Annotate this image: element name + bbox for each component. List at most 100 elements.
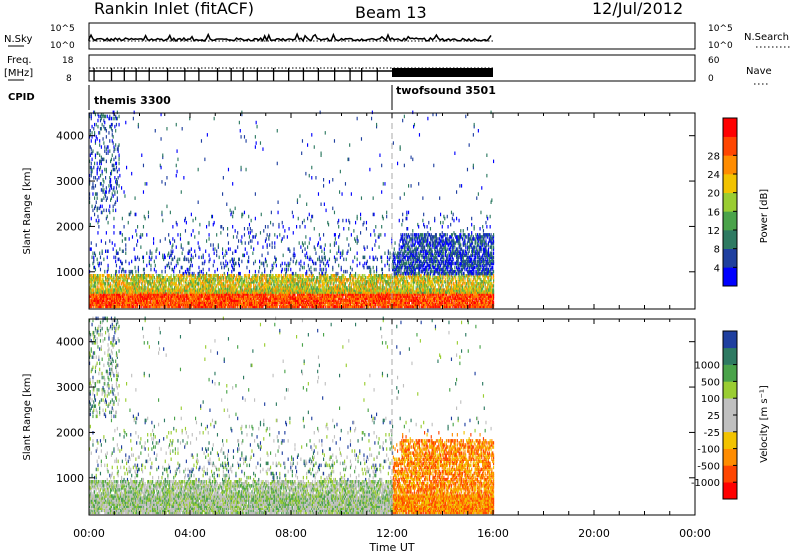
rti-cell — [200, 274, 202, 278]
rti-cell — [349, 278, 352, 282]
rti-cell — [175, 282, 177, 286]
rti-cell — [158, 302, 161, 307]
rti-cell — [112, 194, 114, 198]
rti-cell — [130, 294, 132, 298]
rti-cell — [210, 290, 212, 294]
rti-cell — [270, 290, 272, 294]
rti-cell — [202, 253, 204, 258]
rti-cell — [137, 288, 139, 292]
rti-cell — [118, 167, 120, 172]
rti-cell — [202, 278, 204, 282]
rti-cell — [245, 298, 247, 302]
rti-cell — [115, 304, 117, 309]
rti-cell — [290, 280, 292, 284]
rti-cell — [275, 296, 277, 300]
rti-cell — [97, 304, 99, 309]
rti-cell — [202, 296, 204, 300]
rti-cell — [93, 165, 95, 170]
rti-cell — [198, 292, 200, 296]
rti-cell — [300, 290, 302, 294]
rti-cell — [194, 235, 196, 239]
rti-cell — [125, 290, 127, 294]
rti-cell — [173, 274, 175, 278]
rti-cell — [272, 300, 274, 304]
rti-cell — [153, 288, 155, 292]
rti-cell — [213, 259, 215, 264]
rti-cell — [269, 298, 271, 302]
rti-cell — [315, 294, 317, 298]
rti-cell — [113, 167, 115, 172]
rti-cell — [94, 296, 96, 300]
rti-cell — [96, 294, 98, 298]
rti-cell — [109, 300, 111, 304]
rti-cell — [120, 259, 122, 264]
rti-cell — [348, 284, 350, 288]
rti-cell — [110, 278, 113, 282]
rti-cell — [172, 298, 174, 302]
rti-cell — [170, 261, 172, 266]
rti-cell — [163, 298, 166, 302]
rti-cell — [326, 298, 328, 302]
rti-cell — [298, 288, 300, 292]
rti-cell — [188, 241, 190, 245]
rti-cell — [190, 304, 192, 309]
rti-cell — [110, 284, 112, 288]
rti-cell — [124, 274, 126, 278]
rti-cell — [100, 112, 102, 117]
rti-cell — [250, 284, 252, 288]
rti-cell — [329, 278, 331, 282]
rti-cell — [324, 294, 326, 298]
rti-cell — [134, 288, 136, 292]
rti-cell — [89, 294, 91, 298]
rti-cell — [150, 292, 152, 296]
rti-cell — [297, 276, 299, 280]
rti-cell — [207, 286, 209, 290]
rti-cell — [170, 300, 172, 304]
rti-cell — [195, 298, 198, 302]
rti-cell — [275, 300, 277, 304]
rti-cell — [296, 284, 299, 288]
rti-cell — [169, 265, 171, 270]
rti-cell — [254, 269, 256, 274]
rti-cell — [104, 296, 106, 300]
rti-cell — [159, 274, 161, 278]
rti-cell — [227, 274, 230, 278]
rti-cell — [89, 159, 91, 164]
rti-cell — [291, 271, 293, 276]
rti-cell — [110, 276, 113, 280]
rti-cell — [115, 282, 117, 286]
rti-cell — [310, 278, 312, 282]
rti-cell — [217, 243, 219, 247]
rti-cell — [272, 284, 274, 288]
rti-cell — [269, 300, 271, 304]
rti-cell — [172, 282, 174, 286]
rti-cell — [100, 292, 102, 296]
rti-cell — [290, 278, 292, 282]
rti-cell — [258, 282, 260, 286]
rti-cell — [275, 304, 277, 309]
rti-cell — [168, 296, 170, 300]
rti-cell — [224, 282, 226, 286]
rti-cell — [162, 302, 164, 307]
rti-cell — [302, 296, 304, 300]
rti-cell — [261, 280, 263, 284]
rti-cell — [106, 288, 108, 292]
rti-cell — [172, 249, 174, 253]
rti-cell — [235, 292, 237, 296]
rti-cell — [328, 292, 330, 296]
rti-cell — [189, 278, 191, 282]
rti-cell — [102, 296, 104, 300]
rti-cell — [284, 304, 286, 309]
rti-cell — [180, 294, 182, 298]
rti-cell — [115, 165, 118, 170]
rti-cell — [156, 276, 158, 280]
rti-cell — [109, 276, 111, 280]
rti-cell — [217, 286, 219, 290]
rti-cell — [228, 294, 230, 298]
rti-cell — [319, 267, 321, 272]
rti-cell — [245, 304, 247, 309]
rti-cell — [145, 302, 147, 307]
rti-cell — [187, 284, 189, 288]
rti-cell — [260, 276, 262, 280]
rti-cell — [225, 276, 227, 280]
